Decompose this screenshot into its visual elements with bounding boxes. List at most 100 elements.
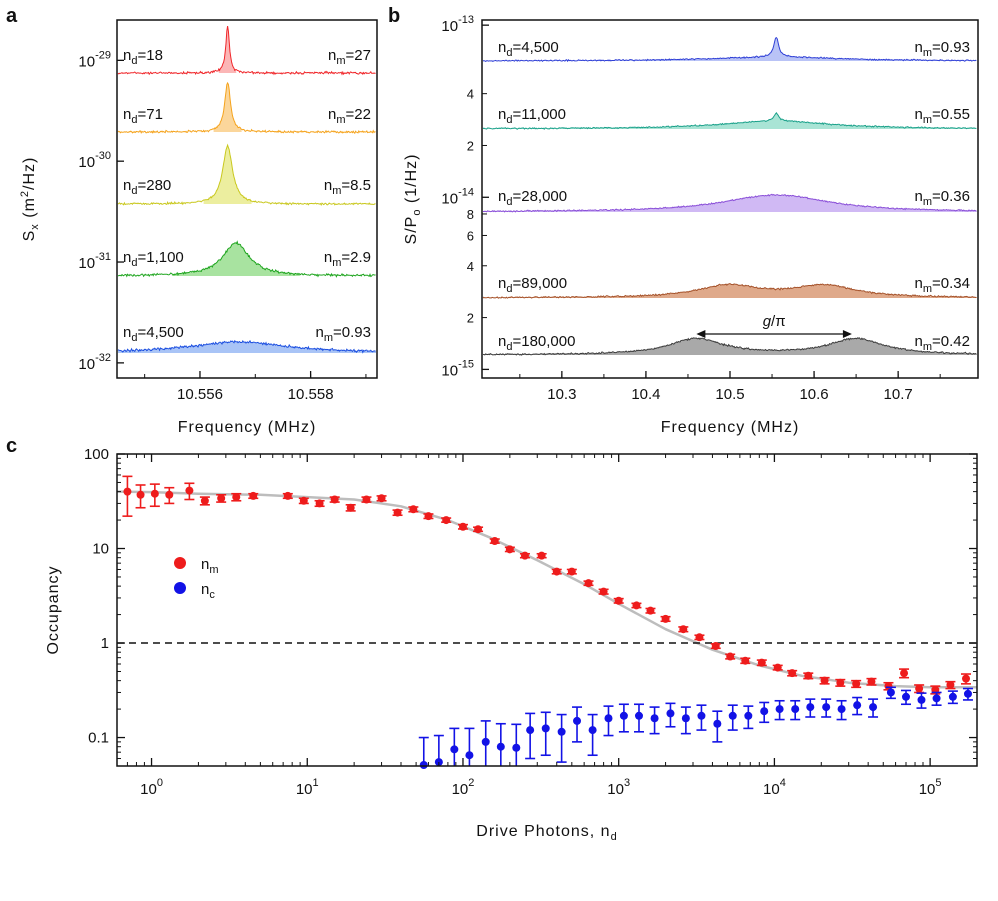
nm-point — [377, 494, 386, 503]
nm-point — [614, 596, 623, 605]
panel-c-xtick-label: 104 — [763, 777, 786, 798]
panel-a-fills — [118, 26, 376, 353]
legend-nm-label: nm — [201, 556, 219, 576]
panel-b-x-axis-label: Frequency (MHz) — [661, 419, 800, 436]
panel-c-x-axis-label: Drive Photons, nd — [476, 823, 617, 843]
nm-point — [804, 671, 813, 680]
panel-a-xtick-label: 10.556 — [177, 386, 223, 403]
panel-b-ytick-label: 10-15 — [441, 358, 474, 379]
nm-point — [249, 491, 258, 500]
nc-point — [775, 705, 784, 714]
nm-point — [726, 652, 735, 661]
nc-point — [869, 703, 878, 712]
nm-point — [136, 490, 145, 499]
nm-point — [584, 579, 593, 588]
legend-nm-marker — [174, 557, 186, 569]
legend-nc-marker — [174, 582, 186, 594]
nm-point — [567, 567, 576, 576]
nc-point — [681, 714, 690, 723]
nc-point — [526, 726, 535, 735]
nc-point — [886, 688, 895, 697]
nc-point — [760, 707, 769, 716]
nc-point — [419, 761, 428, 769]
nc-point — [450, 745, 459, 754]
panel-c-ytick-label: 10 — [92, 541, 109, 558]
panel-a-annotation-nm: nm=2.9 — [324, 249, 371, 269]
nm-point — [679, 625, 688, 634]
panel-b-y-ticks: 10-13 10-14 10-15 4 2 8 6 4 2 — [441, 14, 489, 379]
panel-b-annotation-nd: nd=11,000 — [498, 106, 566, 126]
nm-point — [474, 525, 483, 534]
panel-b-xtick-label: 10.6 — [799, 386, 828, 403]
panel-b-xtick-label: 10.4 — [631, 386, 660, 403]
nm-point — [537, 551, 546, 560]
nc-point — [650, 714, 659, 723]
panel-b-xtick-label: 10.3 — [547, 386, 576, 403]
panel-c-xtick-label: 101 — [296, 777, 319, 798]
nm-point — [711, 642, 720, 651]
panel-b-trace-4 — [482, 337, 977, 356]
panel-b-ytick-minor-label: 6 — [467, 228, 474, 243]
panel-a-fill-1 — [213, 82, 242, 132]
panel-a-trace-4 — [117, 339, 376, 354]
nc-point — [853, 701, 862, 710]
panel-b-trace-2 — [483, 193, 977, 213]
nc-point — [541, 724, 550, 733]
nm-point — [852, 679, 861, 688]
nm-point — [900, 669, 909, 678]
panel-a-ytick-label: 10-29 — [78, 49, 111, 70]
panel-b-annotation-nm: nm=0.42 — [915, 333, 970, 353]
nm-point — [867, 677, 876, 686]
panel-b-annotation-nm: nm=0.36 — [915, 188, 970, 208]
panel-b-x-ticks: 10.3 10.4 10.5 10.6 10.7 — [519, 371, 941, 403]
nc-point — [697, 711, 706, 720]
nm-point — [915, 684, 924, 693]
panel-a-annotation-nm: nm=22 — [328, 106, 371, 126]
panel-b-xtick-label: 10.5 — [715, 386, 744, 403]
panel-b-fill-3 — [483, 284, 977, 298]
nc-point — [619, 711, 628, 720]
nc-point — [948, 692, 957, 701]
panel-a-fill-4 — [118, 342, 376, 353]
panel-a-trace-3 — [117, 240, 376, 278]
nm-point — [346, 503, 355, 512]
coupling-arrow-head-left — [696, 330, 706, 338]
panel-b-annotation-nd: nd=180,000 — [498, 333, 575, 353]
nm-point — [695, 633, 704, 642]
nc-point — [634, 711, 643, 720]
panel-b-annotations: nd=4,500 nm=0.93 nd=11,000 nm=0.55 nd=28,000… — [498, 39, 970, 353]
nm-point — [788, 669, 797, 678]
legend: nm nc — [174, 556, 219, 601]
nm-point — [123, 487, 132, 496]
nm-point — [458, 522, 467, 531]
series-nc-points — [418, 686, 973, 769]
panel-a-annotation-nm: nm=0.93 — [316, 324, 371, 344]
nm-point — [490, 537, 499, 546]
nm-point — [393, 508, 402, 517]
panel-a-trace-2 — [117, 143, 376, 206]
panel-b-ytick-minor-label: 8 — [467, 207, 474, 222]
nc-point — [917, 695, 926, 704]
nm-point — [632, 601, 641, 610]
nm-point — [330, 495, 339, 504]
series-nm-points — [122, 475, 972, 695]
panel-a-frame — [116, 19, 378, 379]
panel-b-fill-2 — [483, 195, 977, 212]
panel-a-ytick-label: 10-32 — [78, 352, 111, 373]
panel-c-xtick-label: 102 — [452, 777, 475, 798]
panel-b: 10.3 10.4 10.5 10.6 10.7 10-13 10-14 10-15 4 2 8 6… — [403, 14, 979, 436]
nm-point — [409, 505, 418, 514]
nm-point — [232, 493, 241, 502]
panel-b-xtick-label: 10.7 — [884, 386, 913, 403]
panel-b-y-axis-label: S/Po (1/Hz) — [403, 154, 423, 245]
nm-point — [299, 496, 308, 505]
panel-b-fill-4 — [483, 338, 977, 355]
nc-point — [822, 703, 831, 712]
fit-curve-line — [116, 490, 977, 689]
nm-point — [520, 551, 529, 560]
nm-point — [442, 516, 451, 525]
panel-b-annotation-nm: nm=0.55 — [915, 106, 970, 126]
panel-a-annotation-nm: nm=27 — [328, 47, 371, 67]
